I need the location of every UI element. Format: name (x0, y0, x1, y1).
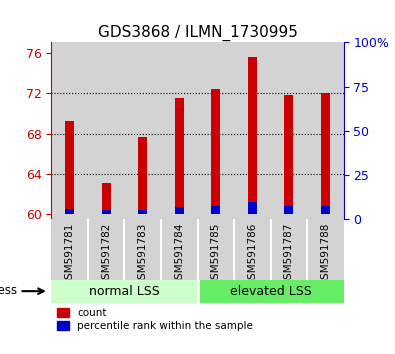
Title: GDS3868 / ILMN_1730995: GDS3868 / ILMN_1730995 (98, 25, 297, 41)
Text: GSM591782: GSM591782 (101, 222, 111, 286)
Bar (198, 219, 234, 280)
Bar (88, 219, 124, 280)
Bar (161, 219, 198, 280)
Bar (307, 42, 344, 219)
Text: GSM591783: GSM591783 (138, 222, 148, 286)
Text: GSM591787: GSM591787 (284, 222, 294, 286)
Bar (65, 209, 74, 215)
Text: GSM591781: GSM591781 (65, 222, 75, 286)
Bar (138, 210, 147, 215)
Text: GSM591786: GSM591786 (247, 222, 257, 286)
Text: stress: stress (0, 284, 18, 297)
Bar (88, 42, 124, 219)
Bar (198, 42, 234, 219)
Bar (234, 42, 271, 219)
Text: GSM591788: GSM591788 (320, 222, 330, 286)
Bar (284, 206, 293, 215)
Bar (271, 42, 307, 219)
Bar (51, 42, 88, 219)
Bar (102, 183, 111, 215)
Bar (211, 89, 220, 215)
Bar (248, 202, 257, 215)
Bar (234, 219, 271, 280)
Bar (307, 219, 344, 280)
Bar (138, 137, 147, 215)
Text: GSM591785: GSM591785 (211, 222, 221, 286)
Bar (175, 207, 184, 215)
Bar (175, 98, 184, 215)
Bar (321, 206, 330, 215)
Text: GSM591784: GSM591784 (174, 222, 184, 286)
Bar (271, 219, 307, 280)
Bar (161, 42, 198, 219)
Bar (124, 42, 161, 219)
Bar (321, 93, 330, 215)
Bar (198, 280, 344, 303)
Bar (51, 280, 198, 303)
Bar (248, 57, 257, 215)
Text: elevated LSS: elevated LSS (230, 285, 311, 298)
Text: normal LSS: normal LSS (89, 285, 160, 298)
Legend: count, percentile rank within the sample: count, percentile rank within the sample (56, 308, 253, 331)
Bar (124, 219, 161, 280)
Bar (65, 121, 74, 215)
Bar (211, 206, 220, 215)
Bar (284, 95, 293, 215)
Bar (102, 210, 111, 215)
Bar (51, 219, 88, 280)
